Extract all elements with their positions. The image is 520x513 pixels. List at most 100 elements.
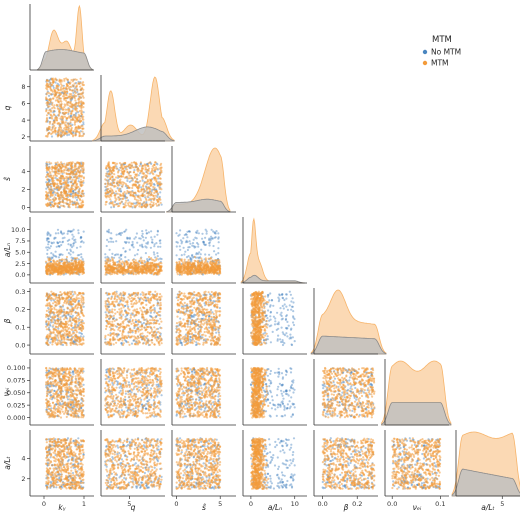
- point-mtm-0-4-599: [74, 329, 77, 332]
- point-mtm-1-2-670: [130, 190, 133, 193]
- point-no-mtm-0-3-121: [73, 239, 76, 242]
- point-mtm-0-2-686: [51, 194, 54, 197]
- point-mtm-1-3-654: [153, 267, 156, 270]
- point-mtm-0-4-643: [80, 310, 83, 313]
- point-mtm-1-3-478: [149, 262, 152, 265]
- point-mtm-0-2-664: [58, 201, 61, 204]
- point-mtm-0-1-534: [47, 85, 50, 88]
- point-no-mtm-0-4-79: [82, 305, 85, 308]
- point-mtm-1-2-475: [153, 197, 156, 200]
- point-mtm-1-2-507: [154, 176, 157, 179]
- point-mtm-0-2-695: [80, 167, 84, 170]
- point-no-mtm-1-3-92: [153, 235, 156, 238]
- point-mtm-0-2-382: [77, 169, 80, 172]
- point-no-mtm-2-3-93: [178, 233, 181, 236]
- point-mtm-0-1-242: [73, 97, 76, 100]
- point-mtm-1-2-617: [125, 165, 128, 168]
- point-mtm-0-4-687: [58, 324, 61, 327]
- point-mtm-0-1-657: [61, 90, 64, 93]
- point-mtm-0-2-552: [48, 166, 51, 169]
- point-mtm-1-2-462: [157, 192, 160, 195]
- point-mtm-1-3-588: [138, 260, 141, 263]
- point-mtm-1-2-577: [142, 172, 145, 176]
- point-no-mtm-0-3-79: [82, 230, 85, 233]
- point-mtm-0-1-694: [57, 122, 60, 125]
- point-mtm-0-1-628: [75, 107, 78, 110]
- point-no-mtm-1-3-82: [139, 237, 142, 240]
- point-mtm-0-4-456: [65, 329, 68, 332]
- point-no-mtm-2-3-133: [199, 253, 202, 256]
- point-mtm-0-1-654: [56, 84, 59, 88]
- point-mtm-0-1-695: [80, 87, 84, 90]
- point-mtm-1-2-525: [148, 187, 151, 190]
- point-no-mtm-1-3-172: [115, 253, 118, 256]
- point-mtm-0-1-485: [48, 92, 51, 95]
- point-mtm-1-3-642: [117, 263, 120, 267]
- point-mtm-0-4-545: [77, 312, 80, 315]
- point-no-mtm-0-1-63: [47, 94, 51, 97]
- point-mtm-0-4-474: [56, 334, 59, 337]
- point-mtm-0-1-482: [48, 122, 52, 125]
- point-mtm-0-2-205: [63, 171, 66, 174]
- point-mtm-0-4-467: [67, 323, 70, 326]
- point-mtm-0-1-500: [54, 99, 58, 102]
- point-mtm-0-4-586: [51, 339, 55, 342]
- pairplot-panels: 2468q024ŝ0.02.55.07.510.0a/Lₙ0.00.10.20.…: [2, 4, 520, 512]
- point-no-mtm-0-3-153: [62, 232, 66, 235]
- point-mtm-0-2-659: [67, 205, 70, 208]
- point-mtm-0-4-697: [63, 300, 67, 303]
- point-mtm-0-1-611: [69, 132, 72, 135]
- point-no-mtm-1-3-39: [134, 236, 137, 239]
- point-mtm-0-3-663: [73, 260, 76, 263]
- point-no-mtm-2-3-165: [196, 229, 199, 232]
- point-mtm-0-1-549: [72, 130, 75, 133]
- point-mtm-0-1-696: [68, 130, 71, 133]
- point-mtm-1-2-648: [159, 177, 162, 180]
- point-no-mtm-0-2-168: [54, 193, 57, 196]
- point-mtm-1-3-680: [113, 267, 116, 270]
- point-mtm-0-4-613: [68, 318, 71, 321]
- point-mtm-1-2-566: [138, 205, 141, 208]
- point-mtm-0-2-426: [45, 175, 48, 179]
- point-mtm-1-2-606: [158, 187, 161, 190]
- point-mtm-0-2-506: [80, 174, 83, 177]
- point-mtm-0-2-541: [49, 186, 53, 189]
- point-mtm-1-2-257: [104, 182, 107, 185]
- point-mtm-2-3-670: [190, 266, 193, 269]
- point-no-mtm-0-3-143: [46, 232, 49, 235]
- point-mtm-0-1-471: [66, 104, 69, 107]
- point-no-mtm-1-3-34: [144, 236, 147, 239]
- point-no-mtm-0-1-12: [50, 135, 54, 138]
- point-mtm-0-2-412: [54, 174, 57, 177]
- point-mtm-0-1-646: [71, 118, 74, 121]
- point-mtm-1-2-494: [131, 202, 134, 206]
- point-mtm-0-1-386: [60, 107, 63, 110]
- point-mtm-1-2-680: [113, 161, 116, 165]
- point-mtm-0-1-672: [78, 133, 81, 136]
- point-mtm-0-3-378: [65, 258, 68, 261]
- point-mtm-0-4-190: [59, 291, 62, 294]
- point-mtm-1-2-368: [147, 162, 150, 165]
- panel-1-2: [100, 146, 165, 213]
- point-mtm-0-2-694: [57, 192, 60, 195]
- point-mtm-0-1-564: [51, 115, 54, 118]
- point-no-mtm-1-3-87: [147, 231, 150, 234]
- point-mtm-1-3-196: [147, 255, 151, 259]
- point-mtm-0-4-634: [57, 313, 60, 316]
- point-mtm-0-4-310: [53, 300, 57, 303]
- point-no-mtm-2-3-39: [214, 236, 217, 239]
- point-mtm-0-4-507: [50, 290, 53, 293]
- point-no-mtm-2-3-46: [186, 248, 189, 252]
- point-no-mtm-0-3-172: [58, 253, 61, 256]
- point-no-mtm-2-3-129: [202, 240, 205, 243]
- point-no-mtm-0-3-93: [71, 233, 74, 236]
- point-mtm-1-2-592: [120, 175, 123, 178]
- point-mtm-0-4-332: [80, 301, 83, 304]
- point-mtm-0-2-328: [76, 167, 79, 171]
- point-mtm-1-2-348: [137, 181, 140, 184]
- point-no-mtm-2-3-25: [212, 244, 215, 248]
- point-no-mtm-2-3-106: [197, 243, 200, 246]
- point-mtm-0-4-238: [45, 309, 49, 312]
- point-mtm-0-4-659: [67, 302, 70, 306]
